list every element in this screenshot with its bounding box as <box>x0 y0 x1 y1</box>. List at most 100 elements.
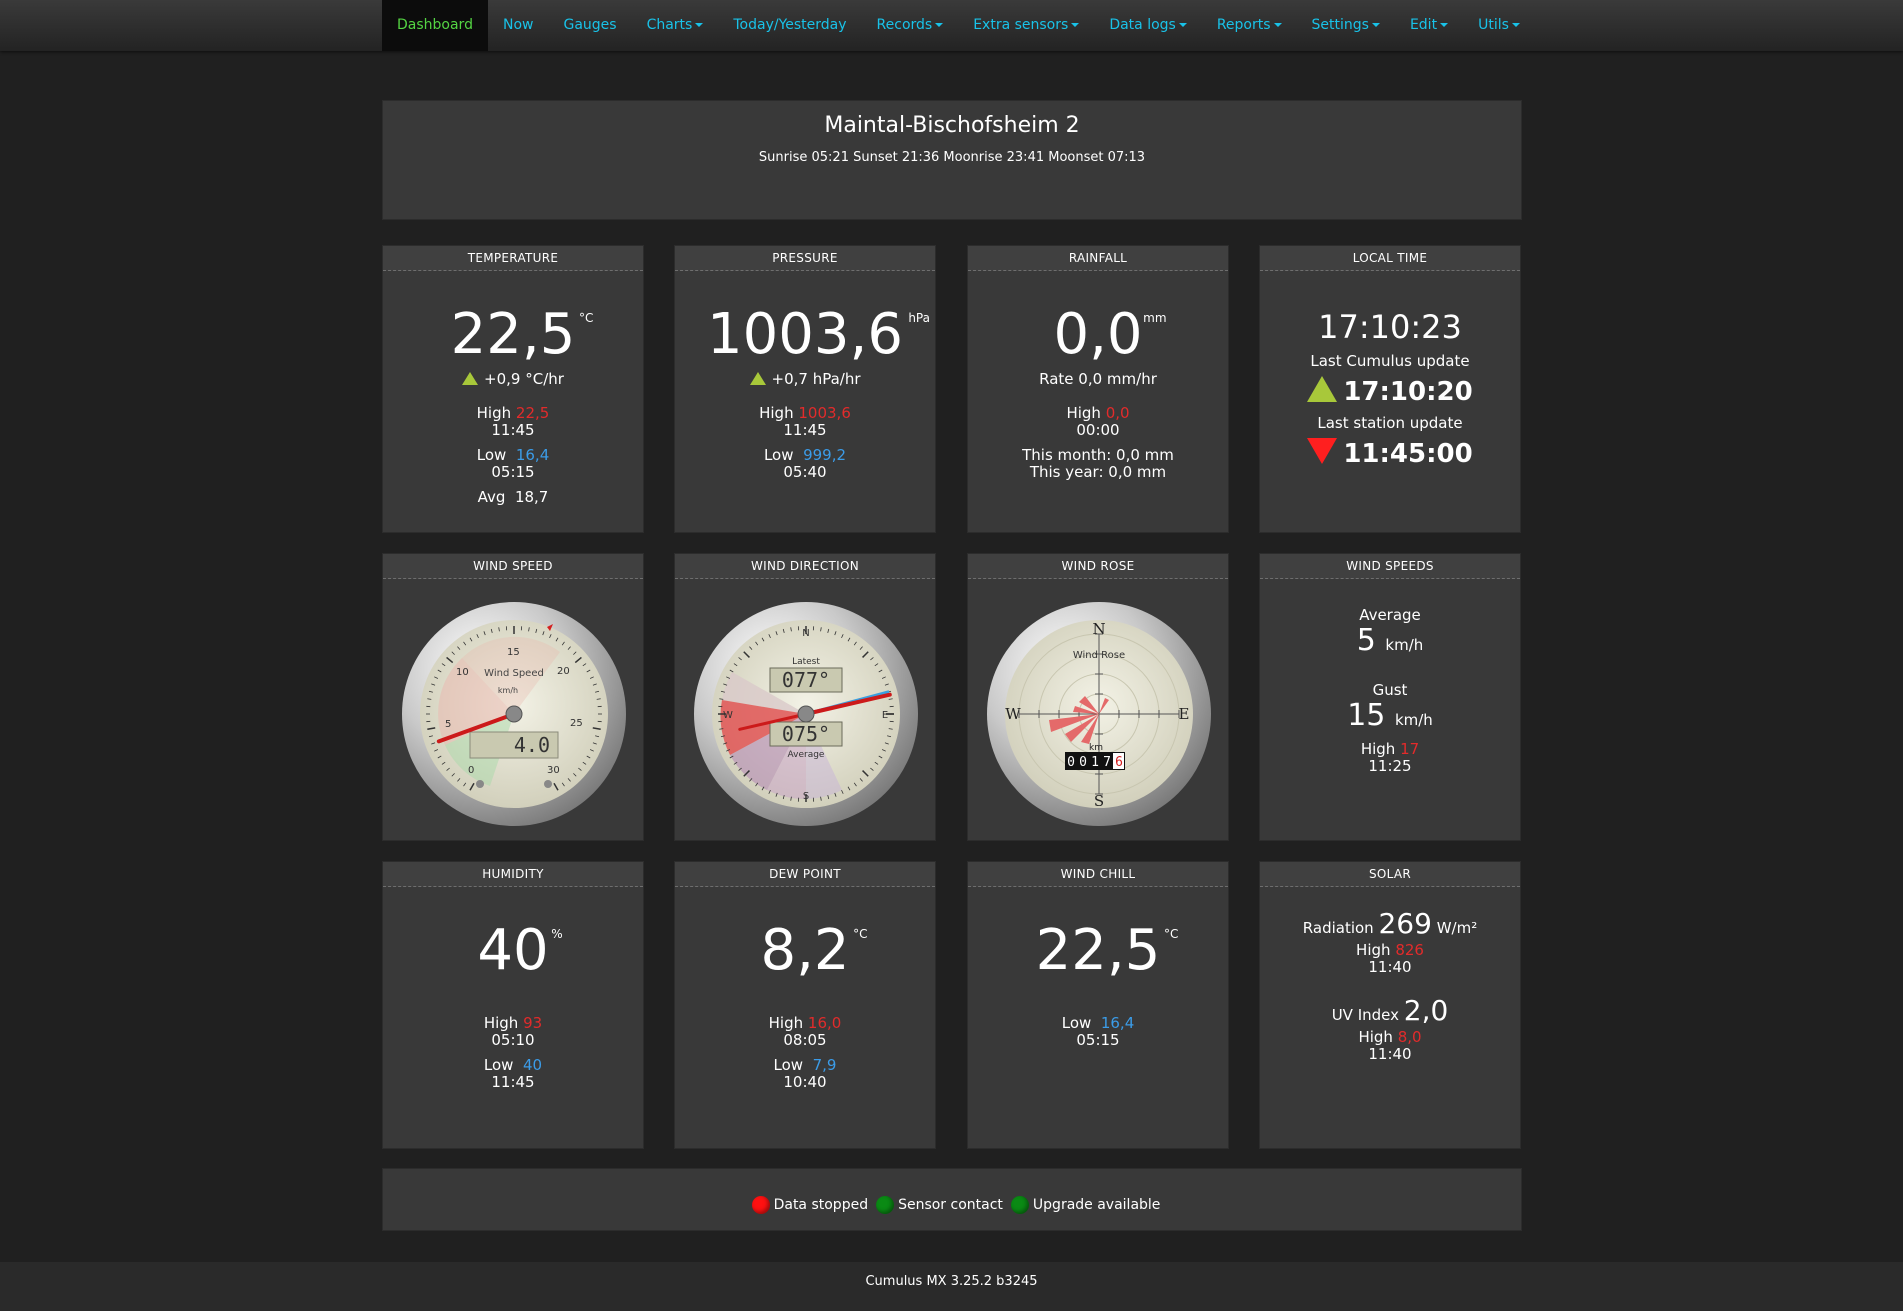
odometer-last-digit-bg <box>1113 753 1124 769</box>
nav-data-logs-dropdown[interactable]: Data logs <box>1094 0 1202 51</box>
caret-down-icon <box>1440 23 1449 27</box>
gauge-tick <box>595 690 600 693</box>
nav-records-dropdown[interactable]: Records <box>862 0 959 51</box>
nav-label: Reports <box>1216 17 1271 33</box>
gauge-tick <box>573 773 577 777</box>
average-direction-readout: 075° <box>782 722 830 746</box>
caret-down-icon <box>695 23 704 27</box>
gauge-tick <box>847 786 851 791</box>
gauge-tick <box>768 789 771 794</box>
value-text: 40 <box>477 918 549 983</box>
gauge-tick <box>859 778 863 782</box>
screw-icon <box>476 780 484 788</box>
gauge-tick <box>574 656 582 664</box>
high-value: 16,0 <box>807 1014 842 1032</box>
gauge-tick <box>827 795 830 800</box>
data-stopped-led-icon <box>751 1195 770 1214</box>
gust-range-shade <box>462 636 560 714</box>
rainfall-high-time: 00:00 <box>1076 421 1120 439</box>
gauge-tick <box>589 749 594 752</box>
gauge-tick <box>743 770 750 777</box>
gauge-tick <box>427 727 436 731</box>
gauge-tick <box>888 698 893 700</box>
gauge-tick <box>431 683 436 686</box>
wind-direction-tile: WIND DIRECTION N S E W Latest 077° 075° … <box>674 553 936 841</box>
radiation-high-time: 11:40 <box>1368 958 1412 976</box>
value-text: 8,2 <box>760 918 850 983</box>
status-ok-icon <box>1307 376 1338 402</box>
temperature-avg: Avg 18,7 <box>383 489 643 506</box>
nav-settings-dropdown[interactable]: Settings <box>1297 0 1395 51</box>
low-value: 7,9 <box>812 1056 837 1074</box>
nav-label: Charts <box>646 17 693 33</box>
gauge-tick <box>782 628 785 633</box>
pressure-low-time: 05:40 <box>783 463 827 481</box>
direction-range-shade <box>720 700 806 755</box>
rainfall-high: High 0,0 <box>968 405 1228 422</box>
gauge-tick <box>720 735 725 738</box>
value-text: 15 <box>1347 698 1386 733</box>
gauge-tick <box>446 767 450 771</box>
gauge-tick <box>862 651 869 658</box>
gauge-tick <box>441 761 446 765</box>
low-value: 999,2 <box>803 446 847 464</box>
tile-title: PRESSURE <box>675 246 935 271</box>
station-update-time: 11:45:00 <box>1260 438 1520 469</box>
value-text: 0,0 <box>1053 302 1143 367</box>
trend-up-icon <box>462 372 479 385</box>
gauge-tick <box>469 637 473 642</box>
nav-utils-dropdown[interactable]: Utils <box>1463 0 1535 51</box>
nav-label: Edit <box>1409 17 1438 33</box>
needle-hub <box>797 705 815 723</box>
upgrade-available-led-icon <box>1010 1195 1029 1214</box>
nav-reports-dropdown[interactable]: Reports <box>1202 0 1297 51</box>
gauge-tick <box>729 755 734 759</box>
nav-charts-dropdown[interactable]: Charts <box>632 0 719 51</box>
local-time-tile: LOCAL TIME 17:10:23 Last Cumulus update … <box>1259 245 1521 533</box>
wind-speed-gauge: 0 5 10 15 20 25 30 Wind Speed km/h 4.0 <box>402 602 626 826</box>
radiation-value: 269 <box>1378 907 1432 940</box>
wind-gust-high-time: 11:25 <box>1368 757 1412 775</box>
gauge-tick <box>437 755 442 759</box>
temperature-low: Low 16,4 <box>383 447 643 464</box>
humidity-tile: HUMIDITY 40% High 93 05:10 Low 40 11:45 <box>382 861 644 1149</box>
compass-s-label: S <box>1094 792 1104 810</box>
rainfall-year: This year: 0,0 mm <box>1029 463 1167 481</box>
caret-down-icon <box>935 23 944 27</box>
caret-down-icon <box>1273 23 1282 27</box>
tile-title: SOLAR <box>1260 862 1520 887</box>
gauge-tick <box>549 634 552 639</box>
gauge-ticks <box>718 626 894 802</box>
caret-down-icon <box>1178 23 1187 27</box>
gauge-tick <box>775 792 778 797</box>
gauge-tick <box>749 778 753 782</box>
gauge-tick <box>555 637 559 642</box>
rainfall-tile: RAINFALL 0,0 mm Rate 0,0 mm/hr High 0,0 0… <box>967 245 1229 533</box>
nav-edit-dropdown[interactable]: Edit <box>1395 0 1463 51</box>
upgrade-available-label: Upgrade available <box>1032 1196 1161 1213</box>
dew-point-low-time: 10:40 <box>783 1073 827 1091</box>
gauge-tick <box>553 782 559 791</box>
tile-title: RAINFALL <box>968 246 1228 271</box>
gauge-tick <box>578 767 582 771</box>
tick-label: 10 <box>456 667 469 678</box>
tile-title: WIND SPEED <box>383 554 643 579</box>
label: High <box>759 404 794 422</box>
nav-now[interactable]: Now <box>488 0 549 51</box>
sun-moon-times: Sunrise 05:21 Sunset 21:36 Moonrise 23:4… <box>758 150 1146 165</box>
station-name: Maintal-Bischofsheim 2 <box>824 113 1080 138</box>
gauge-tick <box>434 676 439 679</box>
lcd-readout: 4.0 <box>514 733 550 757</box>
nav-today-yesterday[interactable]: Today/Yesterday <box>718 0 861 51</box>
gauge-tick <box>567 646 571 650</box>
nav-gauges[interactable]: Gauges <box>548 0 631 51</box>
pressure-low: Low 999,2 <box>675 447 935 464</box>
humidity-high: High 93 <box>383 1015 643 1032</box>
gauge-tick <box>719 728 724 730</box>
label: Low <box>476 446 507 464</box>
top-navbar: Dashboard Now Gauges Charts Today/Yester… <box>0 0 1903 51</box>
gauge-tick <box>428 735 433 738</box>
low-value: 40 <box>523 1056 543 1074</box>
nav-dashboard[interactable]: Dashboard <box>382 0 488 51</box>
nav-extra-sensors-dropdown[interactable]: Extra sensors <box>958 0 1094 51</box>
